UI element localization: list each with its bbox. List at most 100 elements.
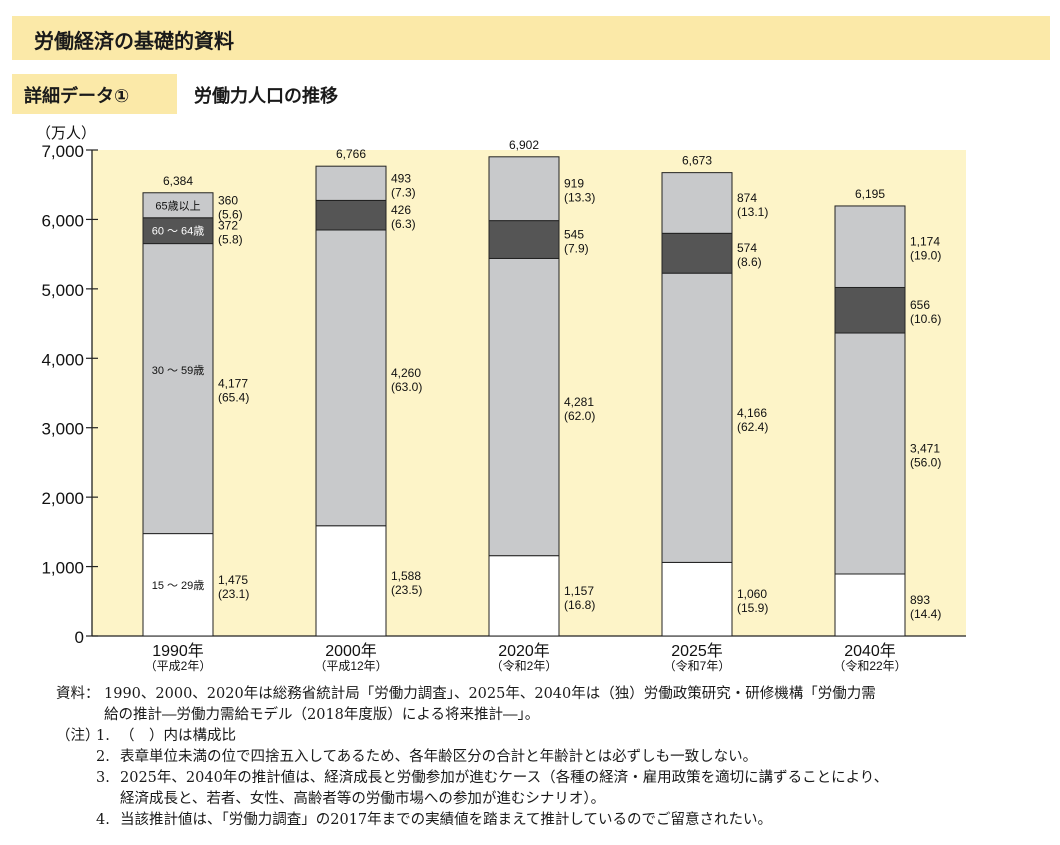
series-label: 65歳以上 (155, 199, 200, 212)
x-tick-label: 2025年 (671, 642, 723, 660)
bar-segment (315, 525, 387, 637)
note-1-num: 1. (96, 728, 110, 744)
total-label: 6,766 (336, 147, 366, 161)
share-label: (16.8) (564, 598, 595, 612)
share-label: (62.0) (564, 409, 595, 423)
bar-segment (661, 272, 733, 563)
bar-segment (315, 229, 387, 527)
data-label: 1,475 (218, 573, 248, 587)
share-label: (15.9) (737, 601, 768, 615)
data-label: 372 (218, 219, 238, 233)
share-label: (7.9) (564, 242, 589, 256)
data-label: 4,177 (218, 377, 248, 391)
bar-segment (142, 192, 214, 219)
share-label: (63.0) (391, 380, 422, 394)
total-label: 6,384 (163, 174, 193, 188)
share-label: (23.5) (391, 583, 422, 597)
note-3-text: 2025年、2040年の推計値は、経済成長と労働参加が進むケース（各種の経済・雇… (120, 770, 889, 786)
data-label: 426 (391, 203, 411, 217)
x-tick-sublabel: （令和2年） (491, 658, 558, 673)
total-label: 6,195 (855, 187, 885, 201)
data-label: 493 (391, 171, 411, 185)
share-label: (19.0) (910, 249, 941, 263)
x-tick-label: 2000年 (325, 642, 377, 660)
share-label: (13.3) (564, 191, 595, 205)
note-2-num: 2. (96, 749, 110, 765)
share-label: (5.8) (218, 233, 243, 247)
section-tag-label: 詳細データ① (24, 86, 130, 107)
total-label: 6,673 (682, 154, 712, 168)
y-tick-label: 1,000 (41, 559, 84, 578)
data-label: 360 (218, 193, 238, 207)
section-tag: 詳細データ① (12, 74, 177, 114)
share-label: (13.1) (737, 205, 768, 219)
bar-segment (834, 286, 906, 334)
data-label: 1,588 (391, 569, 421, 583)
x-tick-sublabel: （平成2年） (145, 659, 212, 673)
data-label: 574 (737, 241, 757, 255)
y-tick-label: 2,000 (41, 489, 84, 508)
bar-segment (661, 172, 733, 234)
data-label: 656 (910, 298, 930, 312)
note-3-text-cont: 経済成長と、若者、女性、高齢者等の労働市場への参加が進むシナリオ）。 (120, 791, 606, 807)
share-label: (62.4) (737, 420, 768, 434)
data-label: 919 (564, 177, 584, 191)
stacked-bar-chart: 0 1,000 2,000 3,000 4,000 5,000 6,000 7,000（万人）… (36, 125, 966, 673)
bar-segment (661, 232, 733, 274)
data-label: 874 (737, 191, 757, 205)
section-header: 詳細データ① 労働力人口の推移 (12, 74, 1050, 114)
page-header: 労働経済の基礎的資料 (12, 16, 1050, 60)
note-3-num: 3. (96, 770, 110, 786)
y-axis-unit: （万人） (36, 125, 96, 142)
y-tick-label: 4,000 (41, 350, 84, 369)
data-label: 3,471 (910, 442, 940, 456)
y-tick-label: 7,000 (41, 142, 84, 161)
data-label: 545 (564, 228, 584, 242)
note-4-num: 4. (96, 812, 110, 828)
bar-segment (488, 220, 560, 259)
bar-segment (834, 332, 906, 575)
share-label: (8.6) (737, 255, 762, 269)
bar-segment (661, 561, 733, 637)
data-label: 4,281 (564, 395, 594, 409)
source-line-2: 給の推計―労働力需給モデル（2018年度版）による将来推計―」。 (104, 707, 540, 723)
bar-segment (142, 243, 214, 535)
bar-segment (488, 257, 560, 557)
y-tick-label: 6,000 (41, 211, 84, 230)
note-4-text: 当該推計値は、「労働力調査」の2017年までの実績値を踏まえて推計しているのでご… (120, 812, 772, 828)
bar-segment (488, 555, 560, 637)
bar-segment (315, 165, 387, 201)
source-line-1: 1990、2000、2020年は総務省統計局「労働力調査」、2025年、2040… (104, 686, 876, 702)
series-label: 60 ～ 64歳 (152, 225, 205, 238)
data-label: 4,260 (391, 366, 421, 380)
x-tick-label: 1990年 (152, 642, 204, 660)
share-label: (6.3) (391, 217, 416, 231)
bar-segment (834, 573, 906, 637)
x-tick-label: 2020年 (498, 642, 550, 660)
bar-segment (488, 156, 560, 222)
data-label: 1,157 (564, 584, 594, 598)
page-title: 労働経済の基礎的資料 (34, 29, 234, 53)
note-1-text: （ ）内は構成比 (120, 728, 236, 744)
source-label: 資料： (56, 686, 100, 702)
data-label: 1,060 (737, 587, 767, 601)
note-label: （注） (56, 728, 100, 744)
series-label: 30 ～ 59歳 (152, 364, 205, 377)
bar-segment (834, 205, 906, 288)
share-label: (10.6) (910, 312, 941, 326)
x-tick-label: 2040年 (844, 642, 896, 660)
x-tick-sublabel: （平成12年） (314, 659, 387, 673)
share-label: (7.3) (391, 185, 416, 199)
y-tick-label: 3,000 (41, 420, 84, 439)
x-tick-sublabel: （令和7年） (664, 658, 731, 673)
total-label: 6,902 (509, 138, 539, 152)
series-label: 15 ～ 29歳 (152, 579, 205, 592)
bar-segment (315, 199, 387, 231)
data-label: 893 (910, 593, 930, 607)
y-tick-label: 5,000 (41, 281, 84, 300)
data-label: 4,166 (737, 406, 767, 420)
data-label: 1,174 (910, 235, 940, 249)
share-label: (23.1) (218, 587, 249, 601)
share-label: (5.6) (218, 207, 243, 221)
bar-segment (142, 533, 214, 637)
